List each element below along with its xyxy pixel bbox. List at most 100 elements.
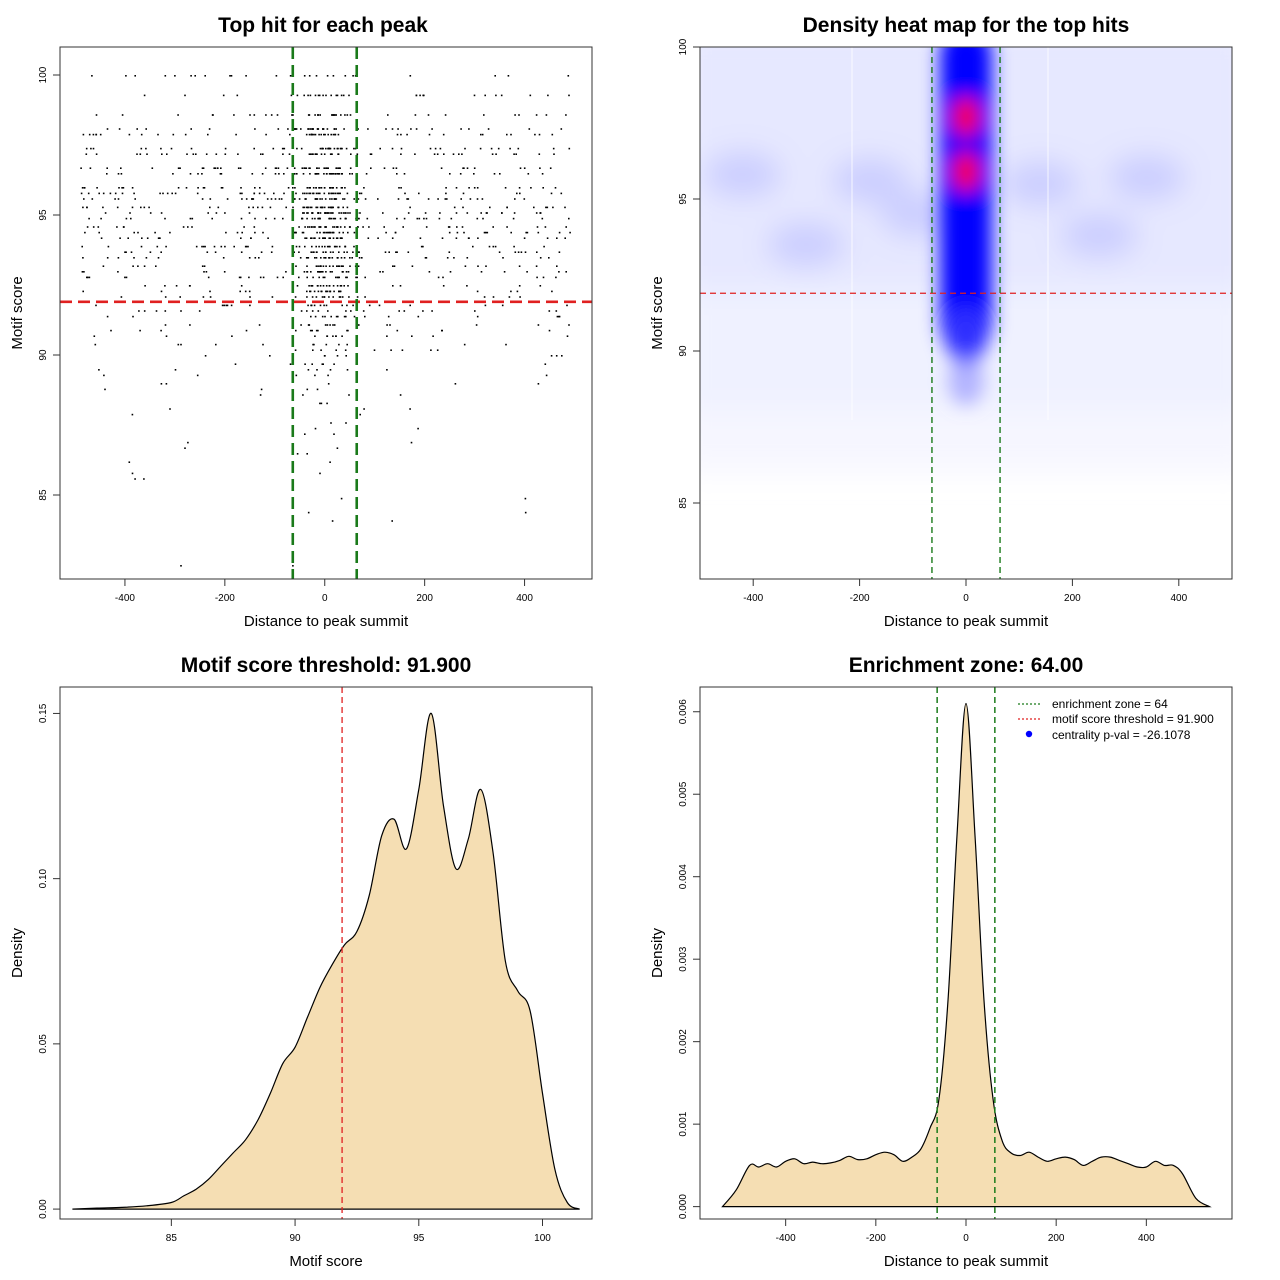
scatter-point — [146, 237, 149, 239]
scatter-point — [215, 212, 218, 214]
scatter-point — [424, 212, 427, 214]
scatter-point — [493, 173, 496, 175]
scatter-point — [501, 212, 503, 214]
scatter-point — [560, 192, 563, 195]
scatter-point — [164, 310, 167, 312]
scatter-point — [317, 329, 319, 332]
scatter-point — [552, 206, 554, 209]
scatter-point — [524, 251, 527, 253]
scatter-point — [117, 257, 120, 259]
scatter-point — [81, 187, 84, 189]
scatter-point — [257, 206, 259, 209]
scatter-point — [339, 285, 342, 287]
scatter-point — [311, 153, 314, 155]
y-tick-label: 0.000 — [678, 1194, 689, 1219]
scatter-point — [518, 265, 521, 267]
scatter-point — [241, 231, 243, 234]
scatter-point — [387, 315, 390, 318]
scatter-point — [349, 114, 352, 116]
scatter-point — [359, 413, 361, 416]
heatmap-blob — [704, 152, 781, 197]
scatter-point — [314, 217, 316, 220]
x-tick-label: 400 — [1170, 593, 1187, 604]
scatter-point — [304, 226, 306, 228]
scatter-point — [245, 75, 247, 77]
scatter-point — [396, 173, 398, 175]
y-tick-label: 0.15 — [38, 703, 49, 723]
scatter-point — [338, 167, 341, 169]
scatter-point — [143, 265, 146, 267]
scatter-point — [262, 153, 264, 155]
scatter-point — [253, 147, 255, 150]
scatter-point — [209, 198, 212, 200]
scatter-point — [329, 237, 331, 239]
heatmap-core-tail — [944, 305, 988, 366]
scatter-point — [325, 167, 327, 169]
scatter-point — [295, 374, 298, 377]
scatter-point — [553, 153, 555, 155]
scatter-point — [456, 226, 458, 228]
scatter-point — [92, 147, 95, 150]
scatter-point — [269, 355, 271, 357]
scatter-point — [529, 94, 532, 97]
scatter-point — [190, 75, 192, 77]
scatter-point — [140, 147, 143, 150]
scatter-point — [329, 212, 331, 214]
distance-density-title: Enrichment zone: 64.00 — [849, 654, 1084, 677]
y-tick-label: 0.001 — [678, 1111, 689, 1136]
scatter-point — [155, 310, 158, 312]
scatter-point — [314, 226, 316, 228]
scatter-point — [190, 128, 192, 130]
scatter-point — [322, 147, 324, 150]
scatter-point — [431, 128, 433, 130]
y-tick-label: 0.05 — [38, 1034, 49, 1054]
scatter-point — [265, 133, 267, 136]
scatter-point — [220, 187, 223, 189]
scatter-point — [311, 285, 314, 287]
scatter-point — [495, 94, 497, 97]
scatter-point — [433, 153, 436, 155]
scatter-point — [351, 173, 353, 175]
scatter-point — [397, 128, 399, 130]
scatter-point — [83, 271, 85, 273]
scatter-point — [283, 173, 285, 175]
scatter-point — [382, 212, 384, 214]
scatter-point — [400, 153, 402, 155]
scatter-point — [539, 285, 542, 287]
scatter-point — [340, 285, 343, 287]
scatter-point — [342, 271, 344, 273]
scatter-point — [548, 257, 550, 259]
scatter-point — [92, 226, 95, 228]
scatter-point — [131, 413, 134, 416]
scatter-point — [299, 257, 302, 259]
scatter-point — [294, 198, 296, 200]
scatter-point — [306, 290, 308, 293]
scatter-point — [204, 245, 206, 248]
scatter-point — [316, 153, 318, 155]
scatter-point — [507, 75, 510, 77]
scatter-point — [160, 329, 162, 332]
scatter-point — [326, 167, 328, 169]
scatter-point — [387, 114, 389, 116]
scatter-point — [551, 133, 554, 136]
scatter-point — [308, 167, 310, 169]
scatter-point — [542, 276, 545, 279]
scatter-point — [102, 192, 105, 195]
scatter-point — [251, 173, 254, 175]
scatter-point — [342, 94, 345, 97]
scatter-point — [305, 206, 308, 209]
scatter-point — [99, 133, 102, 136]
scatter-point — [356, 153, 359, 155]
scatter-point — [265, 114, 267, 116]
scatter-point — [477, 237, 479, 239]
scatter-point — [395, 251, 397, 253]
scatter-point — [83, 198, 85, 200]
scatter-point — [314, 237, 316, 239]
scatter-point — [362, 226, 364, 228]
scatter-point — [337, 153, 340, 155]
scatter-point — [333, 198, 336, 200]
scatter-point — [308, 114, 311, 116]
scatter-point — [510, 290, 512, 293]
scatter-point — [397, 198, 400, 200]
scatter-point — [308, 226, 311, 228]
